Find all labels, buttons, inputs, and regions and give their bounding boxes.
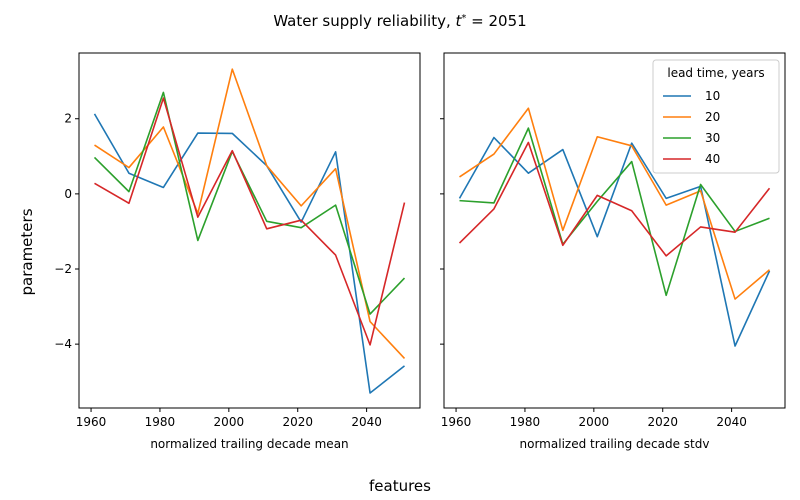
plot-frame — [78, 52, 421, 409]
series-line-10 — [458, 136, 771, 347]
x-tick-label: 1980 — [145, 415, 176, 429]
legend-entry-40: 40 — [705, 152, 720, 166]
x-tick-label: 1960 — [441, 415, 472, 429]
series-line-20 — [459, 107, 771, 300]
plot-frame — [443, 52, 786, 409]
x-tick-label: 1980 — [510, 415, 541, 429]
legend-title: lead time, years — [667, 66, 764, 80]
series-line-20 — [94, 68, 406, 359]
legend-entry-30: 30 — [705, 131, 720, 145]
panel-x-axis-label: normalized trailing decade stdv — [520, 437, 710, 451]
x-tick-label: 2040 — [351, 415, 382, 429]
x-tick-label: 1960 — [76, 415, 107, 429]
panel-x-axis-label: normalized trailing decade mean — [150, 437, 348, 451]
panel-1: 1960 1980 2000 2020 2040 −4 −2 0 2 normalized tra… — [54, 52, 421, 451]
series-line-30 — [459, 127, 770, 297]
legend: lead time, years 10 20 30 40 — [652, 59, 780, 174]
series-line-40 — [458, 141, 771, 257]
legend-entry-20: 20 — [705, 110, 720, 124]
x-tick-label: 2040 — [716, 415, 747, 429]
y-tick-label: −4 — [54, 337, 72, 351]
series-line-40 — [94, 97, 406, 346]
legend-box — [652, 59, 780, 174]
x-axis-label: features — [369, 477, 431, 495]
series-line-10 — [93, 113, 405, 394]
chart-title: Water supply reliability, t* = 2051 — [273, 12, 526, 30]
x-tick-label: 2020 — [282, 415, 313, 429]
y-tick-label: 0 — [64, 187, 72, 201]
series-line-30 — [93, 91, 406, 315]
y-axis-label: parameters — [18, 208, 36, 295]
x-tick-label: 2020 — [647, 415, 678, 429]
y-tick-label: −2 — [54, 262, 72, 276]
x-tick-label: 2000 — [214, 415, 245, 429]
legend-entry-10: 10 — [705, 89, 720, 103]
y-tick-label: 2 — [64, 112, 72, 126]
x-tick-label: 2000 — [579, 415, 610, 429]
